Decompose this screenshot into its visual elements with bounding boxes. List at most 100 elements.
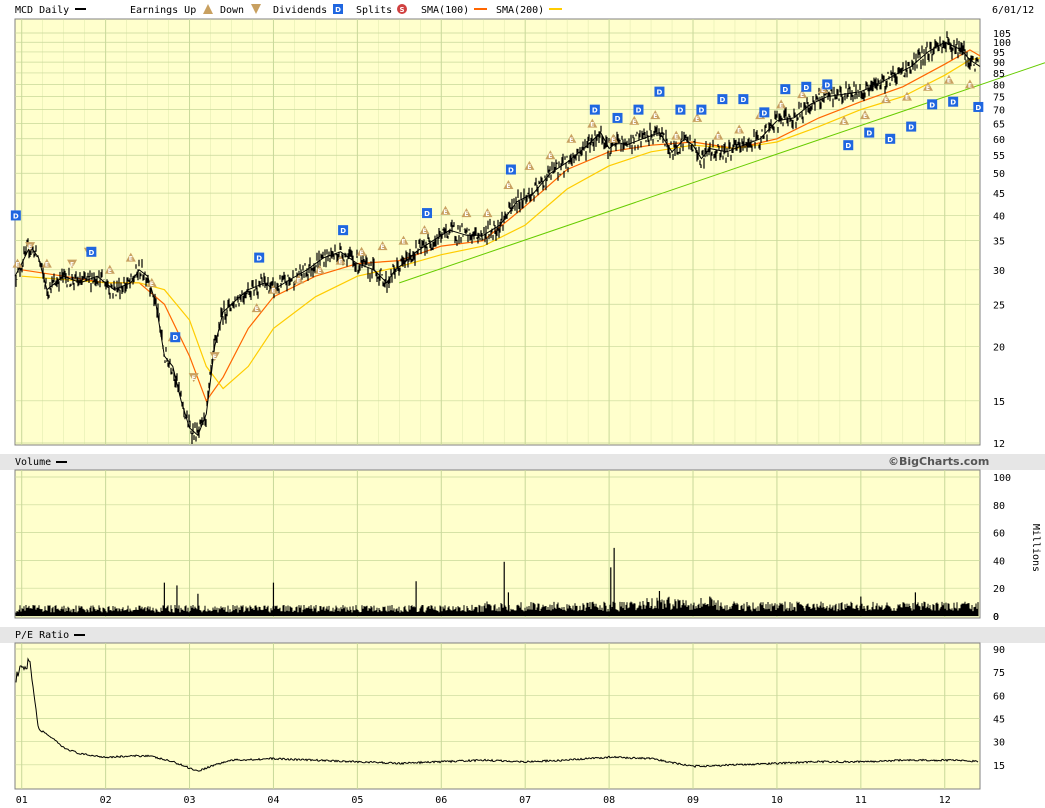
- earnings-triangle: [713, 130, 724, 140]
- pe-tick-label: 75: [993, 668, 1005, 679]
- x-tick-label: 07: [519, 795, 531, 806]
- earnings-letter: E: [527, 164, 531, 171]
- earnings-triangle: [860, 110, 871, 120]
- earnings-letter: E: [401, 239, 405, 246]
- earnings-letter: E: [318, 268, 322, 275]
- dividend-letter: D: [929, 101, 935, 109]
- earnings-marker: E: [692, 112, 703, 123]
- earnings-marker: E: [797, 89, 808, 99]
- earnings-marker: E: [67, 259, 78, 269]
- price-tick-label: 20: [993, 342, 1005, 353]
- price-tick-label: 80: [993, 80, 1005, 91]
- price-tick-label: 45: [993, 189, 1005, 200]
- earnings-letter: E: [339, 259, 343, 266]
- earnings-marker: E: [545, 150, 556, 160]
- volume-plot: [15, 547, 979, 616]
- earnings-letter: E: [947, 78, 951, 85]
- dividend-box: [86, 246, 97, 257]
- earnings-letter: E: [150, 281, 154, 288]
- earnings-triangle: [943, 74, 954, 84]
- dividend-box: [675, 104, 686, 115]
- earnings-marker: E: [314, 264, 325, 275]
- price-tick-label: 60: [993, 135, 1005, 146]
- dividend-letter: D: [678, 107, 684, 115]
- dividend-marker: D: [927, 99, 938, 110]
- dividend-box: [254, 252, 265, 263]
- dividend-letter: D: [908, 124, 914, 132]
- dividend-box: [864, 127, 875, 138]
- earnings-letter: E: [926, 85, 930, 92]
- earnings-marker: E: [734, 124, 745, 135]
- price-bars: [15, 31, 979, 444]
- dividend-marker: D: [759, 107, 770, 118]
- earnings-letter: E: [695, 116, 699, 123]
- dividend-letter: D: [508, 166, 514, 174]
- price-tick-label: 90: [993, 58, 1005, 69]
- dividend-box: [780, 84, 791, 95]
- dividends-label: Dividends: [273, 5, 327, 16]
- earnings-letter: E: [590, 122, 594, 129]
- dividend-marker: D: [738, 94, 749, 105]
- earnings-marker: E: [398, 235, 409, 246]
- earnings-marker: E: [901, 91, 912, 102]
- volume-tick-label: 40: [993, 556, 1005, 567]
- dividend-box: [633, 104, 644, 115]
- sma200-label: SMA(200): [496, 5, 544, 16]
- dividend-marker: D: [973, 101, 984, 112]
- earnings-triangle: [566, 133, 577, 143]
- dividend-marker: D: [948, 96, 959, 107]
- earnings-triangle: [440, 205, 451, 215]
- earnings-letter: E: [569, 137, 573, 144]
- dividend-box: [801, 81, 812, 92]
- dividend-marker: D: [675, 104, 686, 115]
- earnings-letter: E: [129, 256, 133, 263]
- volume-bars: [15, 596, 979, 616]
- earnings-triangle: [251, 303, 262, 313]
- earnings-marker: E: [251, 303, 262, 313]
- earnings-marker: E: [776, 99, 787, 109]
- earnings-triangle: [67, 259, 78, 269]
- dividend-icon: [333, 4, 343, 14]
- dividend-box: [338, 225, 349, 236]
- sma200-line: [21, 57, 981, 390]
- earnings-triangle: [545, 150, 556, 160]
- dividend-box: [738, 94, 749, 105]
- price-tick-label: 100: [993, 38, 1011, 49]
- dividend-marker: D: [696, 104, 707, 115]
- dividend-icon-letter: D: [335, 6, 341, 14]
- earnings-triangle: [125, 252, 136, 262]
- earnings-marker: E: [482, 208, 493, 218]
- earnings-down-icon: [251, 4, 261, 14]
- dividend-marker: D: [843, 140, 854, 151]
- dividend-box: [948, 96, 959, 107]
- dividend-marker: D: [822, 79, 833, 90]
- dividend-letter: D: [592, 107, 598, 115]
- dividend-letter: D: [719, 96, 725, 104]
- earnings-triangle: [776, 99, 787, 109]
- price-plot: [14, 31, 1045, 444]
- earnings-marker: E: [964, 79, 975, 89]
- pe-tick-label: 60: [993, 691, 1005, 702]
- earnings-letter: E: [360, 250, 364, 257]
- dividend-marker: D: [780, 84, 791, 95]
- price-tick-label: 70: [993, 106, 1005, 117]
- earnings-triangle: [356, 246, 367, 256]
- x-tick-label: 05: [351, 795, 363, 806]
- earnings-marker: E: [419, 225, 430, 235]
- dividend-box: [696, 104, 707, 115]
- dividend-letter: D: [699, 107, 705, 115]
- pe-tick-label: 45: [993, 715, 1005, 726]
- x-tick-label: 02: [100, 795, 112, 806]
- price-tick-label: 95: [993, 48, 1005, 59]
- price-tick-label: 25: [993, 300, 1005, 311]
- earnings-letter: E: [45, 262, 49, 269]
- earnings-letter: E: [255, 306, 259, 313]
- earnings-triangle: [12, 258, 23, 268]
- x-tick-label: 10: [771, 795, 783, 806]
- grid: [15, 19, 980, 789]
- earnings-marker: E: [922, 81, 933, 92]
- earnings-letter: E: [213, 354, 217, 361]
- earnings-letter: E: [464, 211, 468, 218]
- dividend-letter: D: [256, 255, 262, 263]
